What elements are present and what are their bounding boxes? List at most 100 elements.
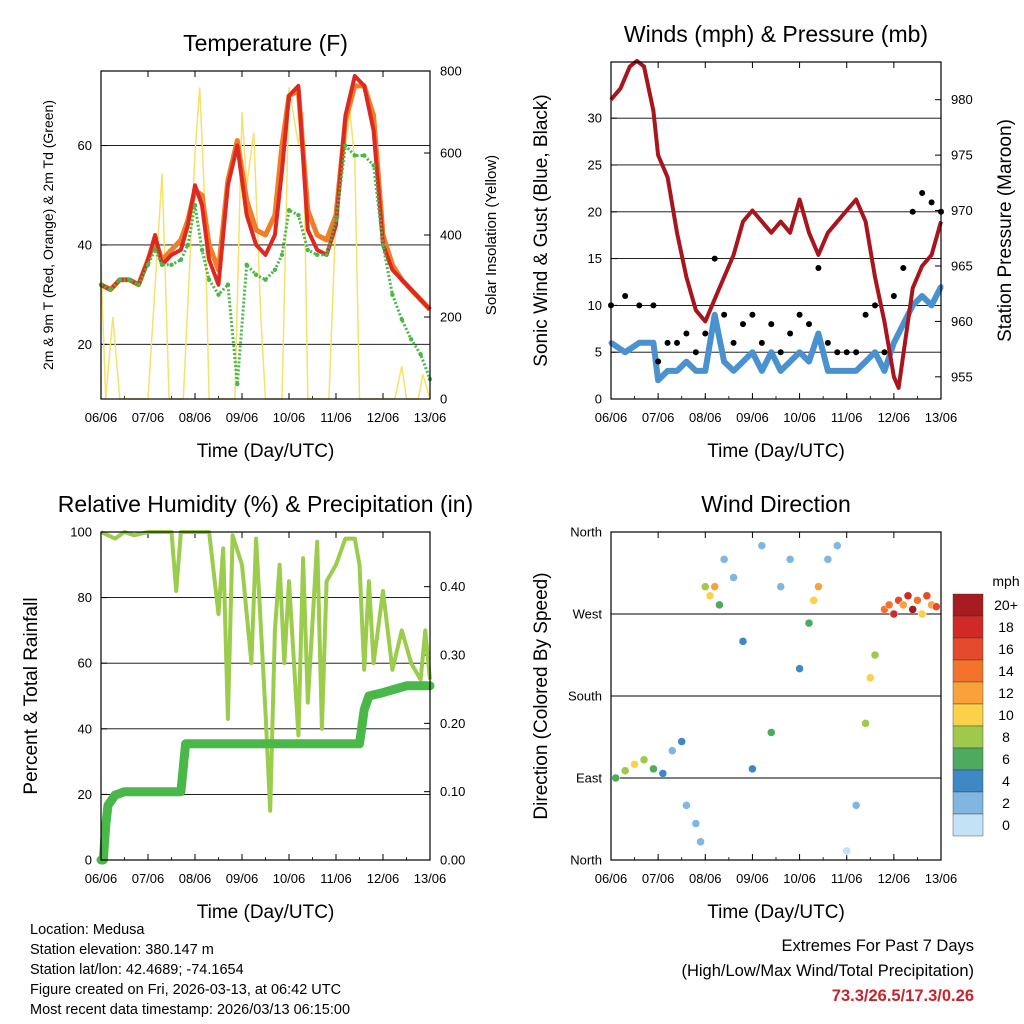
winds-gust-point xyxy=(777,349,784,356)
wind_direction-xlabel: Time (Day/UTC) xyxy=(707,902,845,923)
temperature-dewpoint-point xyxy=(263,277,268,282)
temperature-dewpoint-point xyxy=(169,262,174,268)
winds-xtick-label-1: 07/06 xyxy=(642,410,675,425)
temperature-dewpoint-point xyxy=(296,212,301,218)
temperature-solar-line xyxy=(100,87,431,400)
winds-speed-point xyxy=(881,368,887,374)
humidity-xlabel: Time (Day/UTC) xyxy=(197,902,335,923)
winds-speed-point xyxy=(702,368,708,374)
winds-speed-point xyxy=(891,340,897,346)
colorbar-label-1: 18 xyxy=(998,619,1014,635)
winds-gust-point xyxy=(674,339,680,346)
wind-direction-point xyxy=(639,755,649,765)
humidity-ytick-label-4: 80 xyxy=(78,590,92,605)
temperature-dewpoint-point xyxy=(225,282,231,287)
winds-ytick-label-0: 0 xyxy=(595,392,602,407)
wind_direction-ytick-label-4: North xyxy=(570,853,602,868)
winds-xtick-label-2: 08/06 xyxy=(689,410,722,425)
wind_direction-title: Wind Direction xyxy=(701,491,851,517)
winds-gust-point xyxy=(721,311,728,318)
colorbar-swatch-7 xyxy=(952,747,984,771)
winds-speed-point xyxy=(787,359,793,365)
temperature-dewpoint-point xyxy=(127,277,132,282)
winds-gust-point xyxy=(796,311,803,318)
wind-direction-point xyxy=(776,582,785,591)
temperature-ytick-right-label-4: 800 xyxy=(440,64,462,79)
colorbar-swatch-9 xyxy=(952,791,984,815)
winds-gust-point xyxy=(749,311,756,318)
latlon-label: Station lat/lon: 42.4689; -74.1654 xyxy=(30,962,244,978)
winds-gust-point xyxy=(636,302,643,309)
temperature-dewpoint-point xyxy=(253,272,259,277)
winds-xtick-label-5: 11/06 xyxy=(831,410,863,425)
temperature-dewpoint-point xyxy=(244,262,249,268)
temperature-dewpoint-point xyxy=(159,262,165,268)
winds-speed-point xyxy=(853,368,859,374)
temperature-dewpoint-point xyxy=(117,277,123,282)
humidity-ytick-label-1: 20 xyxy=(78,787,92,802)
winds-gust-point xyxy=(758,339,765,346)
winds-speed-point xyxy=(797,349,803,355)
humidity-ylabel: Percent & Total Rainfall xyxy=(21,597,42,794)
wind-direction-point xyxy=(903,591,913,601)
temperature-ylabel-right: Solar Insolation (Yellow) xyxy=(483,155,500,315)
colorbar-title: mph xyxy=(992,573,1019,589)
temperature-dewpoint-point xyxy=(272,267,278,272)
wind-direction-point xyxy=(908,605,917,614)
wind-direction-point xyxy=(677,737,686,746)
winds-frame xyxy=(610,61,942,400)
winds-gust-point xyxy=(843,349,850,356)
temperature-dewpoint-point xyxy=(136,282,141,287)
humidity-xtick-label-3: 09/06 xyxy=(226,871,259,886)
wind_direction-xtick-label-0: 06/06 xyxy=(595,871,628,886)
humidity-ytick-right-label-3: 0.30 xyxy=(440,648,465,663)
humidity-xtick-label-0: 06/06 xyxy=(85,871,118,886)
winds-gust-point xyxy=(815,264,822,271)
winds-ytick-right-label-0: 955 xyxy=(951,369,973,384)
wind_direction-xtick-label-1: 07/06 xyxy=(642,871,675,886)
humidity-xtick-label-7: 13/06 xyxy=(414,871,447,886)
created-label: Figure created on Fri, 2026-03-13, at 06… xyxy=(30,982,342,998)
wind_direction-xtick-label-4: 10/06 xyxy=(783,871,816,886)
wind-direction-point xyxy=(823,555,833,564)
winds-gust-point xyxy=(834,349,841,356)
winds-gust-point xyxy=(806,321,812,328)
winds-gust-point xyxy=(768,321,775,328)
winds-ytick-label-1: 5 xyxy=(595,345,602,360)
temperature-ytick-right-label-3: 600 xyxy=(440,146,462,161)
winds-xtick-label-0: 06/06 xyxy=(595,410,628,425)
colorbar-label-3: 14 xyxy=(998,663,1014,679)
winds-speed-point xyxy=(650,340,656,346)
winds-speed-point xyxy=(740,359,746,365)
wind-direction-point xyxy=(682,801,691,810)
colorbar-label-8: 4 xyxy=(1002,773,1010,789)
wind-direction-point xyxy=(851,801,861,810)
winds-ytick-label-3: 15 xyxy=(588,251,602,266)
temperature-xtick-label-4: 10/06 xyxy=(273,410,306,425)
wind-direction-point xyxy=(795,664,804,673)
temperature-dewpoint-point xyxy=(279,252,285,258)
colorbar-label-5: 10 xyxy=(998,707,1014,723)
temperature-dewpoint-point xyxy=(199,247,205,253)
wind_direction-xtick-label-2: 08/06 xyxy=(689,871,722,886)
temperature-dewpoint-point xyxy=(185,242,191,248)
winds-gust-point xyxy=(711,255,718,262)
temperature-xlabel: Time (Day/UTC) xyxy=(197,441,335,462)
winds-gust-point xyxy=(730,339,737,346)
temperature-dewpoint-point xyxy=(362,153,367,158)
wind_direction-ylabel: Direction (Colored By Speed) xyxy=(531,572,552,819)
winds-speed-point xyxy=(721,359,727,365)
temperature-2m-line xyxy=(100,74,432,311)
winds-xtick-label-3: 09/06 xyxy=(736,410,769,425)
winds-gust-point xyxy=(872,302,878,309)
temperature-dewpoint-point xyxy=(390,292,395,297)
winds-gust-point xyxy=(702,330,709,337)
winds-speed-point xyxy=(693,368,699,374)
wind-direction-point xyxy=(922,591,932,601)
temperature-ylabel: 2m & 9m T (Red, Orange) & 2m Td (Green) xyxy=(40,100,56,370)
wind-direction-point xyxy=(861,719,870,728)
winds-gust-point xyxy=(853,349,860,356)
winds-speed-point xyxy=(622,349,628,355)
winds-ytick-right-label-2: 965 xyxy=(951,258,973,273)
temperature-dewpoint-point xyxy=(418,352,423,357)
